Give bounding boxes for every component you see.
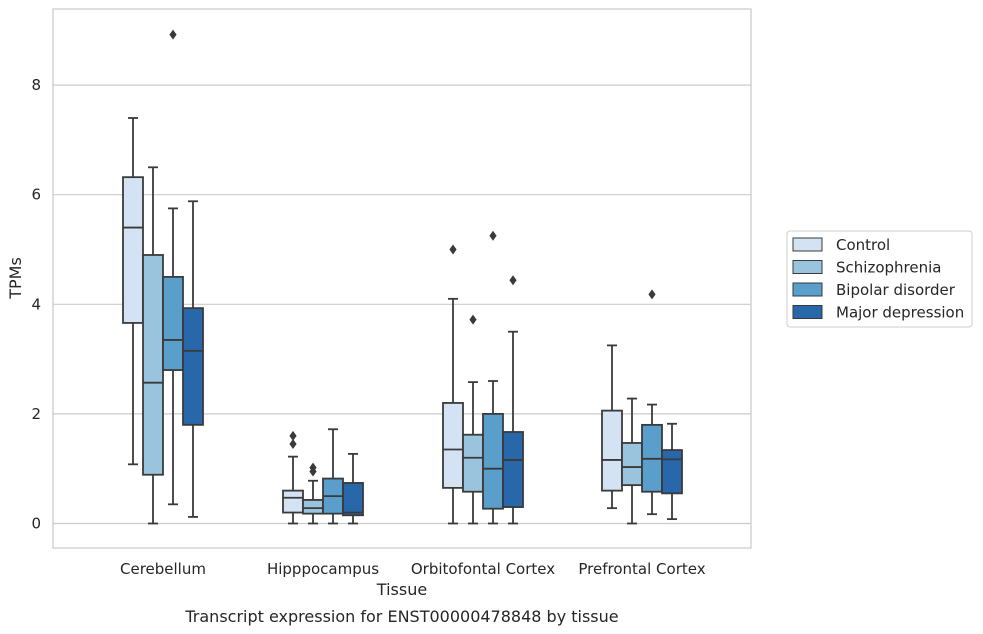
x-tick-label: Orbitofontal Cortex <box>411 560 555 578</box>
y-tick-label: 8 <box>31 76 41 94</box>
iqr-box <box>142 254 164 476</box>
box-schizophrenia <box>621 397 643 525</box>
iqr-box <box>122 176 144 324</box>
outlier-point <box>169 29 177 40</box>
box-control <box>122 117 144 466</box>
iqr-box <box>601 409 623 492</box>
legend-label: Schizophrenia <box>836 259 941 277</box>
box-major-depression <box>661 422 683 521</box>
box-major-depression <box>502 275 524 525</box>
legend-swatch <box>792 305 823 319</box>
box-control <box>601 344 623 510</box>
legend-frame <box>786 230 973 328</box>
box-bipolar-disorder <box>641 289 663 516</box>
box-schizophrenia <box>302 462 324 525</box>
outlier-point <box>449 244 457 255</box>
outlier-point <box>289 430 297 441</box>
iqr-box <box>162 275 184 371</box>
y-tick-labels: 0 2 4 6 8 <box>31 76 41 532</box>
box-major-depression <box>342 453 364 525</box>
x-tick-label: Cerebellum <box>120 560 206 578</box>
box-groups <box>122 29 683 525</box>
legend-entries: Control Schizophrenia Bipolar disorder Majo… <box>792 236 964 322</box>
iqr-box <box>282 489 304 514</box>
box-schizophrenia <box>142 166 164 525</box>
legend-label: Control <box>836 236 890 254</box>
box-bipolar-disorder <box>482 230 504 525</box>
box-major-depression <box>182 200 204 518</box>
legend-swatch <box>792 260 823 274</box>
box-bipolar-disorder <box>162 29 184 506</box>
iqr-box <box>462 433 484 493</box>
legend-swatch <box>792 282 823 297</box>
box-bipolar-disorder <box>322 428 344 525</box>
y-tick-label: 6 <box>31 186 41 204</box>
outlier-point <box>489 230 497 241</box>
x-tick-labels: Cerebellum Hipppocampus Orbitofontal Corte… <box>120 560 706 578</box>
iqr-box <box>302 499 324 515</box>
x-tick-label: Prefrontal Cortex <box>578 560 705 578</box>
legend-label: Major depression <box>836 304 964 322</box>
x-tick-label: Hipppocampus <box>267 560 379 578</box>
outlier-point <box>309 466 317 477</box>
outlier-point <box>469 314 477 325</box>
y-tick-label: 2 <box>31 405 41 423</box>
legend: Control Schizophrenia Bipolar disorder Majo… <box>786 230 973 328</box>
x-axis-label: Tissue <box>376 580 427 599</box>
chart-caption: Transcript expression for ENST0000047884… <box>184 607 618 626</box>
outlier-point <box>648 289 656 300</box>
legend-label: Bipolar disorder <box>836 281 956 299</box>
iqr-box <box>182 307 204 426</box>
iqr-box <box>661 449 683 495</box>
outlier-point <box>509 275 517 286</box>
iqr-box <box>482 412 504 510</box>
y-tick-label: 4 <box>31 295 41 313</box>
y-tick-label: 0 <box>31 515 41 533</box>
iqr-box <box>442 402 464 489</box>
legend-swatch <box>792 237 823 252</box>
box-control <box>282 430 304 525</box>
plot-frame <box>52 8 752 549</box>
iqr-box <box>342 482 364 517</box>
box-schizophrenia <box>462 314 484 525</box>
iqr-box <box>621 442 643 487</box>
outlier-point <box>289 439 297 450</box>
iqr-box <box>502 431 524 508</box>
y-axis-label: TPMs <box>6 257 25 300</box>
